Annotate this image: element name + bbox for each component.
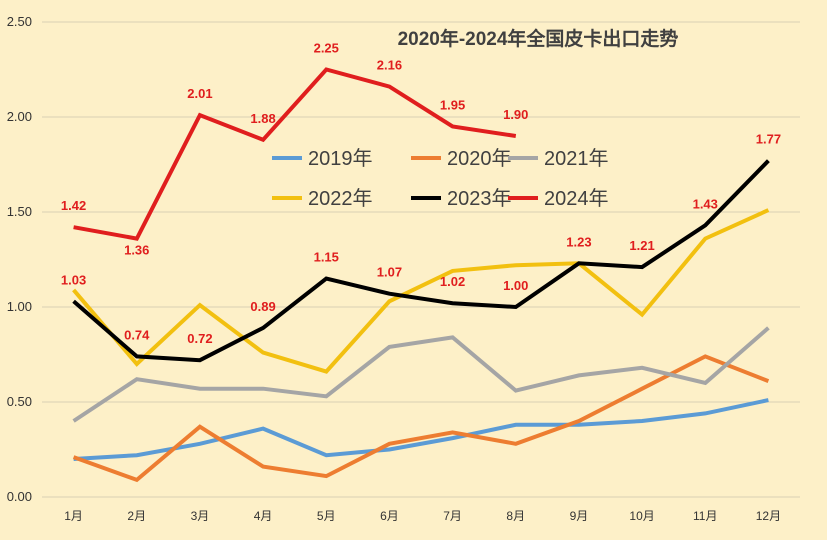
legend-label: 2019年 xyxy=(308,147,373,170)
data-label: 0.72 xyxy=(187,331,212,346)
data-label: 2.01 xyxy=(187,86,212,101)
data-label: 1.02 xyxy=(440,274,465,289)
y-tick-label: 1.00 xyxy=(7,299,32,314)
x-tick-label: 7月 xyxy=(443,509,462,523)
data-label: 1.95 xyxy=(440,98,465,113)
data-label: 1.88 xyxy=(250,111,275,126)
x-tick-label: 6月 xyxy=(380,509,399,523)
y-tick-label: 0.00 xyxy=(7,489,32,504)
legend-label: 2022年 xyxy=(308,187,373,210)
x-tick-label: 12月 xyxy=(756,509,781,523)
y-tick-label: 1.50 xyxy=(7,204,32,219)
x-tick-label: 10月 xyxy=(629,509,654,523)
data-label: 1.43 xyxy=(693,196,718,211)
data-label: 1.00 xyxy=(503,278,528,293)
data-label: 1.07 xyxy=(377,265,402,280)
x-tick-label: 4月 xyxy=(254,509,273,523)
series-lines xyxy=(72,67,770,483)
gridlines xyxy=(42,21,800,498)
y-tick-label: 2.00 xyxy=(7,109,32,124)
series-line xyxy=(73,398,769,461)
data-label: 1.23 xyxy=(566,234,591,249)
x-tick-label: 11月 xyxy=(693,509,717,523)
y-axis: 0.00 0.50 1.00 1.50 2.00 2.50 xyxy=(7,14,32,504)
data-label: 1.90 xyxy=(503,107,528,122)
series-line xyxy=(72,326,770,423)
x-tick-label: 1月 xyxy=(64,509,83,523)
data-label: 1.42 xyxy=(61,198,86,213)
data-label: 2.16 xyxy=(377,58,402,73)
data-label: 0.89 xyxy=(250,299,275,314)
data-label: 1.21 xyxy=(629,238,654,253)
series-line xyxy=(72,208,770,374)
x-tick-label: 2月 xyxy=(127,509,146,523)
data-label: 1.36 xyxy=(124,243,149,258)
x-tick-label: 8月 xyxy=(506,509,525,523)
chart-title: 2020年-2024年全国皮卡出口走势 xyxy=(398,27,679,50)
y-tick-label: 0.50 xyxy=(7,394,32,409)
x-tick-label: 3月 xyxy=(191,509,210,523)
legend-label: 2021年 xyxy=(544,147,609,170)
data-label: 1.15 xyxy=(314,250,339,265)
series-line xyxy=(72,159,770,363)
legend-label: 2023年 xyxy=(447,187,512,210)
legend-label: 2020年 xyxy=(447,147,512,170)
series-line xyxy=(72,354,770,483)
data-label: 2.25 xyxy=(314,41,339,56)
y-tick-label: 2.50 xyxy=(7,14,32,29)
series-line xyxy=(73,67,517,241)
data-label: 1.03 xyxy=(61,272,86,287)
x-tick-label: 9月 xyxy=(570,509,589,523)
data-label: 0.74 xyxy=(124,327,150,342)
x-axis: 1月 2月 3月 4月 5月 6月 7月 8月 9月 10月 11月 12月 xyxy=(64,509,781,523)
data-label: 1.77 xyxy=(756,132,781,147)
x-tick-label: 5月 xyxy=(317,509,336,523)
legend: 2019年 2020年 2021年 2022年 2023年 2024年 xyxy=(272,147,609,210)
data-labels: 1.42 1.36 2.01 1.88 2.25 2.16 1.95 1.90 1.03 0.74… xyxy=(61,41,781,347)
legend-label: 2024年 xyxy=(544,187,609,210)
